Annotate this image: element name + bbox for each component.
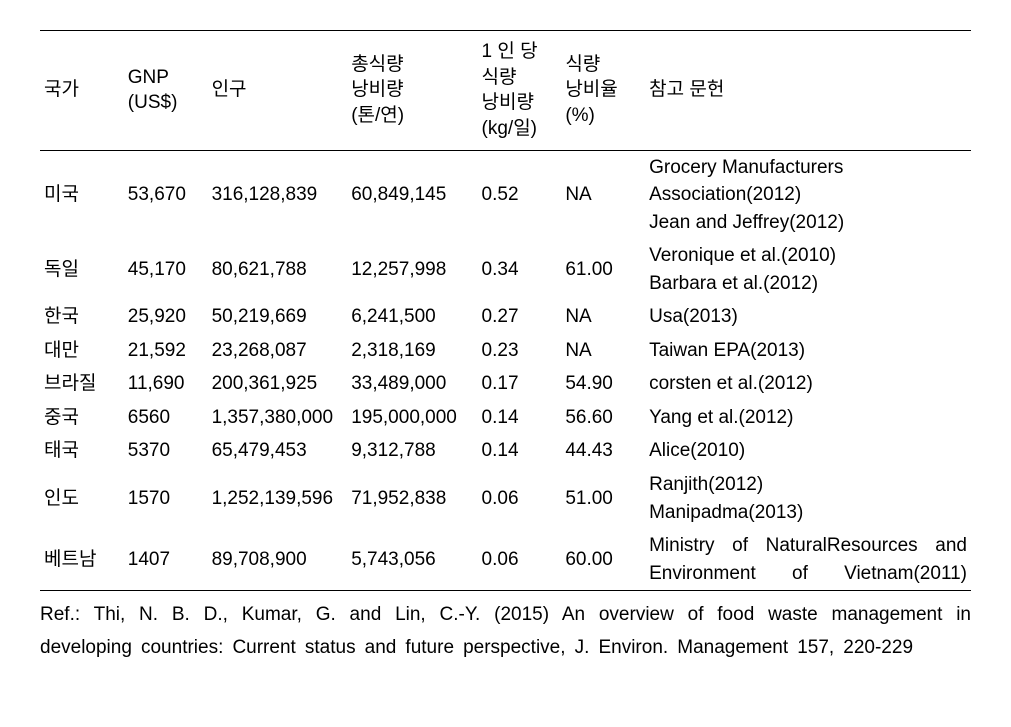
cell-per-capita: 0.14 bbox=[478, 434, 562, 468]
cell-population: 23,268,087 bbox=[208, 334, 348, 368]
cell-gnp: 11,690 bbox=[124, 367, 208, 401]
table-row: 중국65601,357,380,000195,000,0000.1456.60Y… bbox=[40, 401, 971, 435]
cell-total-waste: 9,312,788 bbox=[347, 434, 477, 468]
cell-gnp: 1407 bbox=[124, 529, 208, 591]
cell-country: 베트남 bbox=[40, 529, 124, 591]
cell-country: 태국 bbox=[40, 434, 124, 468]
cell-waste-rate: 54.90 bbox=[561, 367, 645, 401]
cell-country: 미국 bbox=[40, 150, 124, 239]
table-body: 미국53,670316,128,83960,849,1450.52NAGroce… bbox=[40, 150, 971, 591]
footer-reference: Ref.: Thi, N. B. D., Kumar, G. and Lin, … bbox=[40, 599, 971, 664]
cell-per-capita: 0.52 bbox=[478, 150, 562, 239]
reference-line: Veronique et al.(2010) bbox=[649, 242, 967, 270]
cell-per-capita: 0.14 bbox=[478, 401, 562, 435]
table-row: 브라질11,690200,361,92533,489,0000.1754.90c… bbox=[40, 367, 971, 401]
reference-line: Usa(2013) bbox=[649, 303, 967, 331]
cell-total-waste: 2,318,169 bbox=[347, 334, 477, 368]
cell-country: 독일 bbox=[40, 239, 124, 300]
cell-references: Veronique et al.(2010)Barbara et al.(201… bbox=[645, 239, 971, 300]
reference-line: Grocery Manufacturers Association(2012) bbox=[649, 154, 967, 209]
cell-population: 80,621,788 bbox=[208, 239, 348, 300]
cell-total-waste: 71,952,838 bbox=[347, 468, 477, 529]
cell-population: 89,708,900 bbox=[208, 529, 348, 591]
col-waste-rate: 식량낭비율(%) bbox=[561, 31, 645, 151]
cell-references: Yang et al.(2012) bbox=[645, 401, 971, 435]
reference-line: Barbara et al.(2012) bbox=[649, 270, 967, 298]
cell-gnp: 21,592 bbox=[124, 334, 208, 368]
cell-gnp: 1570 bbox=[124, 468, 208, 529]
cell-population: 65,479,453 bbox=[208, 434, 348, 468]
cell-country: 브라질 bbox=[40, 367, 124, 401]
table-row: 베트남140789,708,9005,743,0560.0660.00Minis… bbox=[40, 529, 971, 591]
table-row: 미국53,670316,128,83960,849,1450.52NAGroce… bbox=[40, 150, 971, 239]
table-row: 독일45,17080,621,78812,257,9980.3461.00Ver… bbox=[40, 239, 971, 300]
cell-references: Ministry of NaturalResources and Environ… bbox=[645, 529, 971, 591]
cell-total-waste: 195,000,000 bbox=[347, 401, 477, 435]
cell-gnp: 53,670 bbox=[124, 150, 208, 239]
cell-country: 대만 bbox=[40, 334, 124, 368]
cell-population: 1,252,139,596 bbox=[208, 468, 348, 529]
cell-total-waste: 5,743,056 bbox=[347, 529, 477, 591]
cell-total-waste: 6,241,500 bbox=[347, 300, 477, 334]
reference-line: Jean and Jeffrey(2012) bbox=[649, 209, 967, 237]
reference-line: Alice(2010) bbox=[649, 437, 967, 465]
cell-per-capita: 0.17 bbox=[478, 367, 562, 401]
cell-total-waste: 12,257,998 bbox=[347, 239, 477, 300]
reference-line: Manipadma(2013) bbox=[649, 499, 967, 527]
cell-waste-rate: 44.43 bbox=[561, 434, 645, 468]
cell-references: Ranjith(2012)Manipadma(2013) bbox=[645, 468, 971, 529]
cell-population: 1,357,380,000 bbox=[208, 401, 348, 435]
reference-line: corsten et al.(2012) bbox=[649, 370, 967, 398]
food-waste-table: 국가 GNP(US$) 인구 총식량낭비량(톤/연) 1 인 당식량낭비량(kg… bbox=[40, 30, 971, 591]
table-row: 한국25,92050,219,6696,241,5000.27NAUsa(201… bbox=[40, 300, 971, 334]
cell-per-capita: 0.34 bbox=[478, 239, 562, 300]
reference-line: Yang et al.(2012) bbox=[649, 404, 967, 432]
col-per-capita: 1 인 당식량낭비량(kg/일) bbox=[478, 31, 562, 151]
cell-per-capita: 0.23 bbox=[478, 334, 562, 368]
cell-waste-rate: NA bbox=[561, 300, 645, 334]
table-row: 대만21,59223,268,0872,318,1690.23NATaiwan … bbox=[40, 334, 971, 368]
cell-waste-rate: 60.00 bbox=[561, 529, 645, 591]
reference-line: Ranjith(2012) bbox=[649, 471, 967, 499]
cell-waste-rate: 61.00 bbox=[561, 239, 645, 300]
cell-waste-rate: 51.00 bbox=[561, 468, 645, 529]
col-population: 인구 bbox=[208, 31, 348, 151]
cell-country: 인도 bbox=[40, 468, 124, 529]
cell-total-waste: 33,489,000 bbox=[347, 367, 477, 401]
table-header: 국가 GNP(US$) 인구 총식량낭비량(톤/연) 1 인 당식량낭비량(kg… bbox=[40, 31, 971, 151]
cell-waste-rate: NA bbox=[561, 334, 645, 368]
cell-references: Taiwan EPA(2013) bbox=[645, 334, 971, 368]
col-total-waste: 총식량낭비량(톤/연) bbox=[347, 31, 477, 151]
col-country: 국가 bbox=[40, 31, 124, 151]
cell-population: 50,219,669 bbox=[208, 300, 348, 334]
cell-population: 200,361,925 bbox=[208, 367, 348, 401]
reference-line: Taiwan EPA(2013) bbox=[649, 337, 967, 365]
table-row: 태국537065,479,4539,312,7880.1444.43Alice(… bbox=[40, 434, 971, 468]
cell-gnp: 45,170 bbox=[124, 239, 208, 300]
cell-total-waste: 60,849,145 bbox=[347, 150, 477, 239]
cell-country: 중국 bbox=[40, 401, 124, 435]
cell-gnp: 6560 bbox=[124, 401, 208, 435]
cell-per-capita: 0.27 bbox=[478, 300, 562, 334]
cell-population: 316,128,839 bbox=[208, 150, 348, 239]
cell-references: Grocery Manufacturers Association(2012)J… bbox=[645, 150, 971, 239]
cell-waste-rate: 56.60 bbox=[561, 401, 645, 435]
table-row: 인도15701,252,139,59671,952,8380.0651.00Ra… bbox=[40, 468, 971, 529]
reference-line: Ministry of NaturalResources and Environ… bbox=[649, 532, 967, 587]
cell-per-capita: 0.06 bbox=[478, 468, 562, 529]
cell-per-capita: 0.06 bbox=[478, 529, 562, 591]
col-references: 참고 문헌 bbox=[645, 31, 971, 151]
cell-gnp: 25,920 bbox=[124, 300, 208, 334]
cell-references: corsten et al.(2012) bbox=[645, 367, 971, 401]
cell-gnp: 5370 bbox=[124, 434, 208, 468]
cell-references: Usa(2013) bbox=[645, 300, 971, 334]
cell-references: Alice(2010) bbox=[645, 434, 971, 468]
cell-country: 한국 bbox=[40, 300, 124, 334]
cell-waste-rate: NA bbox=[561, 150, 645, 239]
col-gnp: GNP(US$) bbox=[124, 31, 208, 151]
